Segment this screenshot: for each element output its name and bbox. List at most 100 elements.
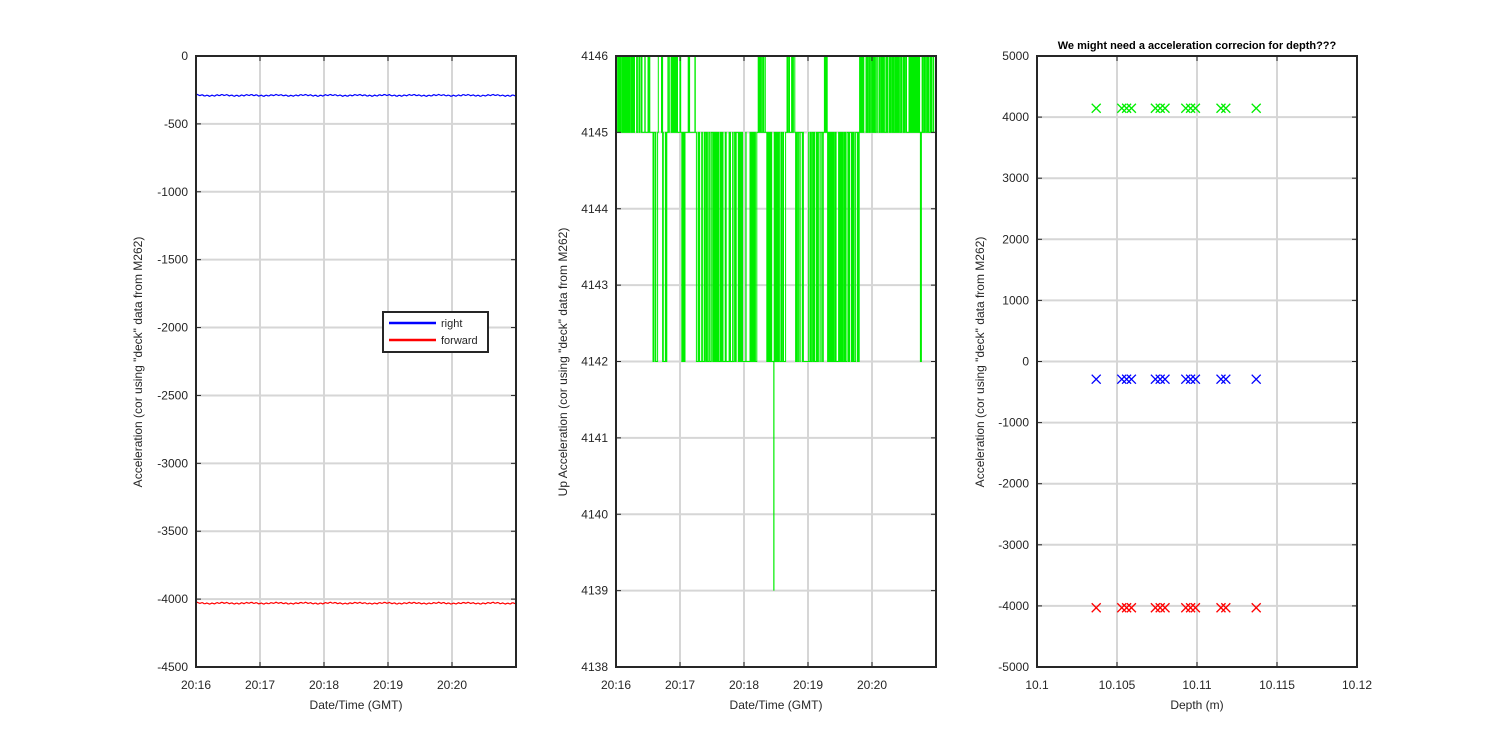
marker-stroke	[1180, 103, 1191, 114]
marker-stroke	[1116, 374, 1127, 385]
marker-stroke	[1121, 374, 1132, 385]
scatter-marker-x	[1190, 602, 1201, 613]
y-axis-label: Acceleration (cor using "deck" data from…	[131, 237, 145, 488]
scatter-marker-x	[1126, 103, 1137, 114]
y-tick-label: -4000	[157, 592, 188, 606]
marker-stroke	[1251, 374, 1262, 385]
y-tick-label: -1000	[157, 185, 188, 199]
scatter-marker-x	[1220, 374, 1231, 385]
scatter-marker-x	[1091, 374, 1102, 385]
marker-stroke	[1160, 602, 1170, 613]
y-tick-label: -3000	[157, 456, 188, 470]
x-tick-label: 20:20	[857, 678, 887, 692]
scatter-marker-x	[1121, 602, 1132, 613]
marker-stroke	[1220, 103, 1231, 114]
x-tick-label: 20:20	[437, 678, 467, 692]
scatter-marker-x	[1220, 103, 1231, 114]
marker-stroke	[1190, 103, 1201, 114]
y-tick-label: 0	[181, 49, 188, 63]
scatter-marker-x	[1190, 103, 1201, 114]
marker-stroke	[1121, 602, 1132, 613]
scatter-marker-x	[1251, 103, 1262, 114]
y-axis-label: Up Acceleration (cor using "deck" data f…	[556, 228, 570, 497]
x-tick-label: 20:18	[309, 678, 339, 692]
scatter-marker-x	[1190, 374, 1201, 385]
marker-stroke	[1185, 374, 1196, 385]
y-tick-label: 4140	[581, 507, 608, 521]
y-tick-label: 5000	[1002, 49, 1029, 63]
x-axis-label: Depth (m)	[1170, 698, 1223, 712]
y-tick-label: -1500	[157, 253, 188, 267]
scatter-marker-x	[1155, 374, 1166, 385]
scatter-marker-x	[1116, 103, 1127, 114]
marker-stroke	[1220, 374, 1231, 385]
marker-stroke	[1091, 103, 1102, 114]
scatter-marker-x	[1251, 374, 1262, 385]
marker-stroke	[1190, 602, 1201, 613]
y-tick-label: -500	[164, 117, 188, 131]
y-tick-label: -2000	[998, 477, 1029, 491]
y-tick-label: 4139	[581, 584, 608, 598]
grid	[196, 56, 516, 667]
x-tick-label: 20:17	[665, 678, 695, 692]
chart-title: We might need a acceleration correcion f…	[1058, 40, 1337, 52]
marker-stroke	[1150, 602, 1161, 613]
ticks: 20:16 20:17 20:18 20:19 20:20 4138 4139 4140 414…	[581, 49, 936, 692]
y-tick-label: 4141	[581, 431, 608, 445]
y-tick-label: 4143	[581, 278, 608, 292]
marker-stroke	[1155, 374, 1166, 385]
x-tick-label: 10.12	[1342, 678, 1372, 692]
marker-stroke	[1251, 103, 1262, 114]
legend: right forward	[382, 311, 489, 353]
plot-area	[195, 93, 517, 605]
ticks: 20:16 20:17 20:18 20:19 20:20 0 -500 -1000 -1500…	[157, 49, 516, 692]
y-tick-label: -1000	[998, 416, 1029, 430]
marker-stroke	[1180, 602, 1191, 613]
ticks: 10.1 10.105 10.11 10.115 10.12 5000 4000 3000 20…	[998, 49, 1372, 692]
marker-stroke	[1121, 103, 1132, 114]
scatter-marker-x	[1126, 374, 1137, 385]
x-axis-label: Date/Time (GMT)	[310, 698, 403, 712]
scatter-marker-x	[1155, 602, 1166, 613]
y-axis-label: Acceleration (cor using "deck" data from…	[973, 237, 987, 488]
marker-stroke	[1216, 374, 1226, 385]
marker-stroke	[1091, 602, 1102, 613]
scatter-marker-x	[1121, 374, 1132, 385]
y-tick-label: -4500	[157, 660, 188, 674]
marker-stroke	[1180, 374, 1191, 385]
scatter-marker-x	[1180, 602, 1191, 613]
x-tick-label: 20:19	[793, 678, 823, 692]
y-tick-label: 4142	[581, 355, 608, 369]
panel-right-depth-scatter: 10.1 10.105 10.11 10.115 10.12 5000 4000 3000 20…	[973, 40, 1372, 712]
y-tick-label: -2000	[157, 321, 188, 335]
x-tick-label: 20:16	[601, 678, 631, 692]
x-tick-label: 20:18	[729, 678, 759, 692]
marker-stroke	[1216, 602, 1226, 613]
y-tick-label: 4000	[1002, 110, 1029, 124]
marker-stroke	[1160, 374, 1170, 385]
plot-area	[615, 55, 936, 591]
y-tick-label: 2000	[1002, 232, 1029, 246]
scatter-marker-x	[1216, 602, 1226, 613]
scatter-marker-x	[1091, 602, 1102, 613]
legend-box	[382, 311, 489, 353]
scatter-marker-x	[1150, 602, 1161, 613]
marker-stroke	[1150, 103, 1161, 114]
x-tick-label: 10.1	[1025, 678, 1049, 692]
marker-stroke	[1190, 374, 1201, 385]
grid	[1037, 56, 1357, 667]
scatter-marker-x	[1180, 103, 1191, 114]
scatter-marker-x	[1091, 103, 1102, 114]
x-tick-label: 20:16	[181, 678, 211, 692]
scatter-marker-x	[1180, 374, 1191, 385]
marker-stroke	[1126, 103, 1137, 114]
x-tick-label: 10.11	[1182, 678, 1211, 692]
scatter-marker-x	[1160, 103, 1170, 114]
scatter-marker-x	[1121, 103, 1132, 114]
y-tick-label: -4000	[998, 599, 1029, 613]
marker-stroke	[1155, 602, 1166, 613]
y-tick-label: 3000	[1002, 171, 1029, 185]
plot-area	[1091, 103, 1262, 613]
scatter-marker-x	[1116, 374, 1127, 385]
y-tick-label: -2500	[157, 388, 188, 402]
